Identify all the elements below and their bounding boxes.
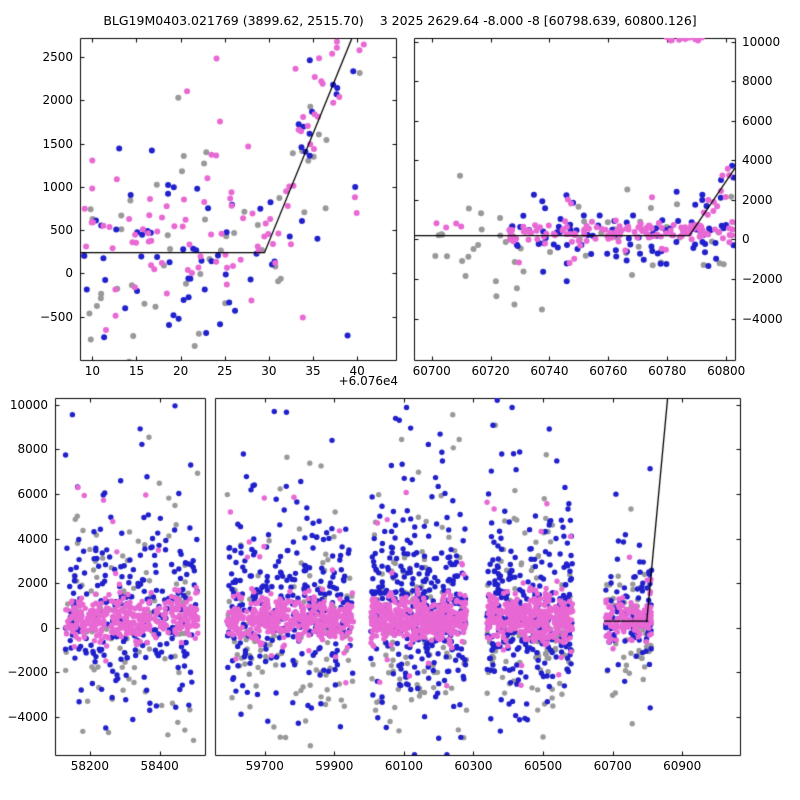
x-axis-offset-label: +6.076e4: [338, 374, 398, 388]
figure-title: BLG19M0403.021769 (3899.62, 2515.70) 3 2…: [103, 13, 697, 28]
